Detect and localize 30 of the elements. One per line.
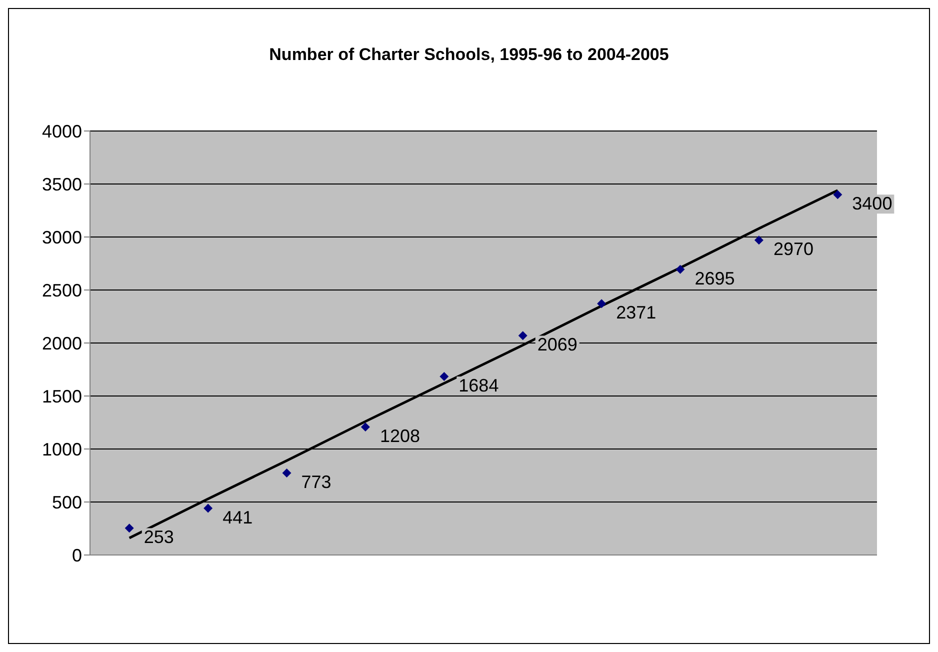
data-label: 441	[222, 507, 253, 528]
y-tick-label: 3500	[42, 174, 82, 194]
point	[676, 264, 685, 274]
point	[754, 236, 764, 245]
data-label: 1208	[380, 426, 420, 446]
y-tick-label: 2500	[42, 280, 82, 300]
y-tick-label: 2000	[42, 333, 82, 354]
chart-title: Number of Charter Schools, 1995-96 to 2004-2005	[268, 45, 670, 65]
y-tick-label: 4000	[42, 121, 82, 142]
data-label: 3400	[852, 194, 892, 214]
point	[282, 468, 292, 478]
data-label: 2371	[616, 302, 656, 323]
data-label: 253	[144, 527, 174, 548]
point	[440, 372, 449, 381]
point	[518, 331, 528, 340]
point	[124, 524, 134, 533]
y-tick-label: 3000	[42, 227, 82, 248]
point	[204, 504, 213, 513]
y-tick-label: 1000	[42, 439, 82, 460]
y-tick-label: 1500	[42, 386, 82, 406]
y-tick-label: 0	[72, 545, 82, 566]
data-label: 2970	[773, 239, 814, 260]
data-label: 2069	[537, 334, 578, 355]
data-label: 773	[301, 472, 332, 492]
y-tick-label: 500	[52, 492, 82, 512]
point	[833, 190, 842, 200]
data-label: 2695	[694, 268, 735, 288]
point	[597, 299, 606, 308]
data-label: 1684	[458, 375, 499, 396]
point	[360, 422, 370, 432]
